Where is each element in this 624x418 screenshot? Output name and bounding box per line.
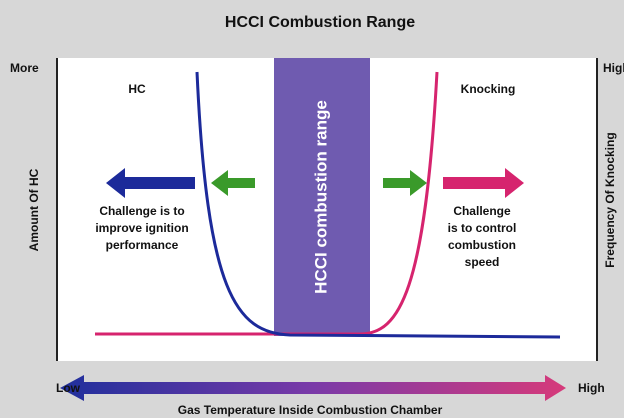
note-line: improve ignition — [95, 221, 188, 235]
right-region-title: Knocking — [461, 82, 516, 96]
note-line: Challenge — [453, 204, 511, 218]
note-line: Challenge is to — [99, 204, 184, 218]
right-arrow-pink — [443, 168, 524, 198]
left-axis-label: Amount Of HC — [27, 168, 41, 251]
right-note: Challenge is to control combustion speed — [448, 204, 517, 269]
temperature-arrow — [60, 375, 566, 401]
note-line: speed — [465, 255, 500, 269]
right-arrow-green — [383, 170, 427, 196]
hc-curve — [195, 71, 561, 339]
combustion-band — [274, 58, 370, 336]
note-line: combustion — [448, 238, 516, 252]
right-axis-label: Frequency Of Knocking — [603, 132, 617, 267]
left-arrow-blue — [106, 168, 195, 198]
bottom-axis-label: Gas Temperature Inside Combustion Chambe… — [178, 403, 443, 417]
band-label: HCCI combustion range — [311, 100, 330, 294]
left-note: Challenge is to improve ignition performan… — [95, 204, 188, 252]
note-line: is to control — [448, 221, 517, 235]
right-top-label: High — [603, 61, 624, 75]
left-top-label: More — [10, 61, 39, 75]
title: HCCI Combustion Range — [225, 14, 415, 31]
knocking-curve — [95, 71, 439, 336]
bottom-low-label: Low — [56, 381, 81, 395]
note-line: performance — [106, 238, 179, 252]
bottom-high-label: High — [578, 381, 605, 395]
left-region-title: HC — [128, 82, 146, 96]
left-arrow-green — [211, 170, 255, 196]
